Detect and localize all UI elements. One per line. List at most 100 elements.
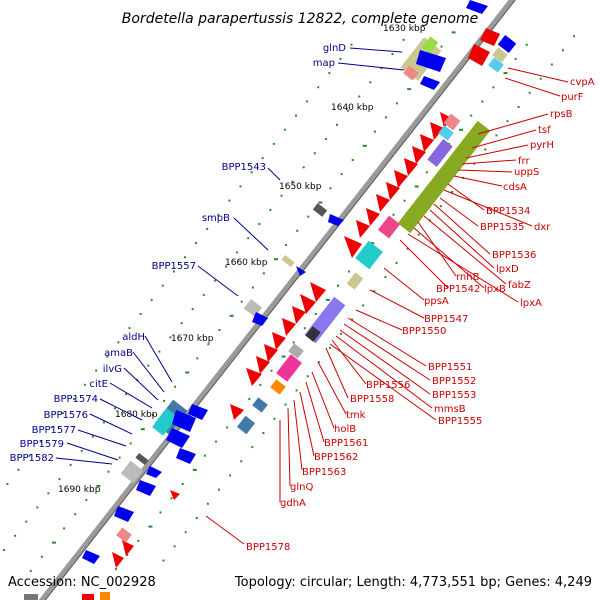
gene-label[interactable]: BPP1556 xyxy=(366,380,410,391)
tick-mark xyxy=(202,293,205,296)
tick-mark xyxy=(439,205,442,208)
gene-label[interactable]: dxr xyxy=(534,222,551,233)
tick-mark xyxy=(184,531,187,534)
scale-labels: 1630 kbp 1640 kbp 1650 kbp 1660 kbp 1670… xyxy=(58,24,426,495)
scale-label: 1680 kbp xyxy=(115,410,158,420)
tick-mark xyxy=(240,300,243,303)
gene-label[interactable]: smpB xyxy=(202,213,230,224)
gene-label[interactable]: lpxD xyxy=(496,264,519,275)
tick-rows xyxy=(3,31,576,572)
gene-label[interactable]: amaB xyxy=(104,348,133,359)
tick-mark xyxy=(407,88,412,91)
tick-mark xyxy=(181,483,184,486)
gene-label[interactable]: aldH xyxy=(122,332,145,343)
gene-label[interactable]: BPP1553 xyxy=(432,390,476,401)
tick-mark xyxy=(215,440,217,443)
tick-mark xyxy=(117,341,120,344)
tick-mark xyxy=(492,86,495,89)
tick-mark xyxy=(206,227,209,230)
tick-mark xyxy=(180,322,183,325)
gene-label[interactable]: glnQ xyxy=(290,482,313,493)
tick-mark xyxy=(236,251,239,254)
gene-label[interactable]: BPP1542 xyxy=(436,284,480,295)
tick-mark xyxy=(213,279,216,282)
gene-label[interactable]: BPP1577 xyxy=(32,425,76,436)
gene-label[interactable]: BPP1558 xyxy=(350,394,394,405)
gene-label[interactable]: BPP1534 xyxy=(486,206,530,217)
gene-label[interactable]: BPP1562 xyxy=(314,452,358,463)
gene-label[interactable]: tmk xyxy=(346,410,366,421)
tick-mark xyxy=(324,138,327,140)
tick-mark xyxy=(195,517,198,519)
gene-label[interactable]: BPP1563 xyxy=(302,467,346,478)
tick-mark xyxy=(251,446,254,449)
gene-label[interactable]: purF xyxy=(561,92,584,103)
gene-label[interactable]: mmsB xyxy=(434,404,466,415)
gene-label[interactable]: glnD xyxy=(323,43,346,54)
tick-mark xyxy=(128,327,131,330)
forward-gene xyxy=(114,506,134,522)
gene-label[interactable]: BPP1551 xyxy=(428,362,472,373)
gene-label[interactable]: frr xyxy=(518,156,530,167)
forward-gene xyxy=(176,448,196,464)
gene-label[interactable]: BPP1561 xyxy=(324,438,368,449)
tick-mark xyxy=(195,242,198,245)
gene-label[interactable]: BPP1576 xyxy=(44,410,88,421)
gene-label[interactable]: BPP1578 xyxy=(246,542,290,553)
tick-mark xyxy=(440,45,443,48)
tick-mark xyxy=(140,428,145,431)
tick-mark xyxy=(329,187,332,190)
gene-label[interactable]: BPP1550 xyxy=(402,326,446,337)
gene-label[interactable]: BPP1552 xyxy=(432,376,476,387)
gene-label[interactable]: BPP1579 xyxy=(20,439,64,450)
gene-label[interactable]: uppS xyxy=(514,167,539,178)
gene-label[interactable]: ilvG xyxy=(103,364,122,375)
tick-mark xyxy=(406,247,409,250)
gene-label[interactable]: BPP1555 xyxy=(438,416,482,427)
gene-label[interactable]: gdhA xyxy=(280,498,306,509)
gene-label[interactable]: map xyxy=(313,58,335,69)
gene-label[interactable]: rnhB xyxy=(456,272,480,283)
gene-label[interactable]: BPP1535 xyxy=(480,222,524,233)
reverse-gene xyxy=(366,208,380,226)
gene-label[interactable]: BPP1547 xyxy=(424,314,468,325)
gene-label[interactable]: lpxB xyxy=(484,284,506,295)
gene-label[interactable]: pyrH xyxy=(530,140,554,151)
tick-mark xyxy=(173,545,176,548)
tick-mark xyxy=(573,35,576,38)
tick-mark xyxy=(39,440,42,443)
gene-label[interactable]: cvpA xyxy=(570,77,595,88)
gene-label[interactable]: BPP1557 xyxy=(152,261,196,272)
gene-label[interactable]: lpxA xyxy=(520,298,542,309)
tick-mark xyxy=(40,555,43,558)
tick-mark xyxy=(114,407,116,410)
gene-label[interactable]: ppsA xyxy=(424,296,449,307)
gene-label[interactable]: holB xyxy=(334,424,356,435)
tick-mark xyxy=(63,527,66,530)
gene-label[interactable]: citE xyxy=(89,379,108,390)
tick-mark xyxy=(473,162,476,165)
forward-gene xyxy=(188,404,208,420)
tick-mark xyxy=(118,456,121,459)
gene-label[interactable]: BPP1582 xyxy=(10,453,54,464)
gene-block xyxy=(243,298,263,318)
tick-mark xyxy=(69,463,72,466)
gene-label[interactable]: cdsA xyxy=(503,182,527,193)
tick-mark xyxy=(395,261,398,264)
gene-label[interactable]: BPP1574 xyxy=(54,394,98,405)
forward-gene xyxy=(328,214,344,226)
gene-label[interactable]: rpsB xyxy=(550,109,573,120)
tick-mark xyxy=(340,332,342,335)
gene-label[interactable]: fabZ xyxy=(508,280,531,291)
tick-mark xyxy=(358,95,361,98)
tick-mark xyxy=(484,148,487,151)
gene-label[interactable]: BPP1536 xyxy=(492,250,536,261)
tick-mark xyxy=(125,393,128,396)
tick-mark xyxy=(414,185,419,188)
gene-label[interactable]: BPP1543 xyxy=(222,162,266,173)
gene-features xyxy=(24,0,517,600)
gene-block xyxy=(421,36,439,54)
gene-label[interactable]: tsf xyxy=(538,125,551,136)
reverse-gene xyxy=(310,282,326,302)
tick-mark xyxy=(115,568,118,571)
